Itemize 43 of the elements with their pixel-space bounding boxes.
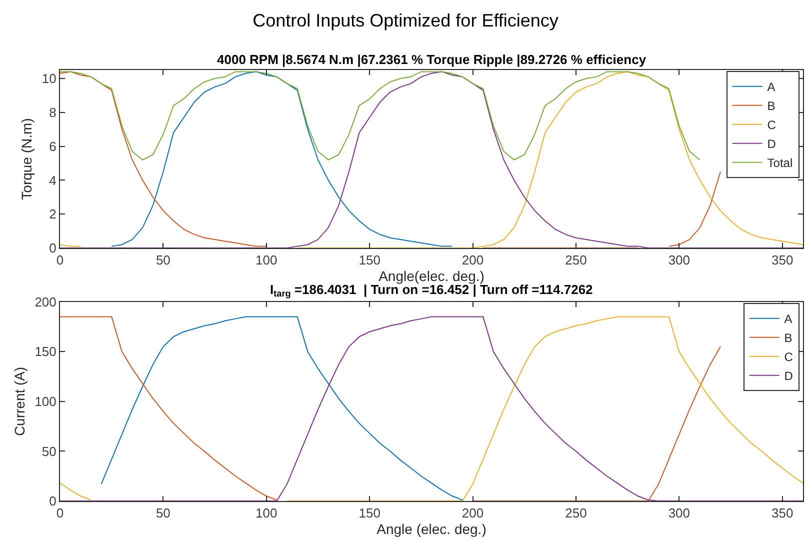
x-tick-label: 350 xyxy=(772,506,794,521)
chart-title: Control Inputs Optimized for Efficiency xyxy=(252,10,558,30)
y-tick-label: 200 xyxy=(34,294,56,310)
x-tick-label: 100 xyxy=(256,252,278,268)
x-tick-label: 250 xyxy=(565,252,587,268)
y-tick-label: 150 xyxy=(34,344,56,360)
legend-label: B xyxy=(767,99,776,114)
legend-label: A xyxy=(784,312,792,326)
legend-label: C xyxy=(784,350,794,364)
y-tick-label: 0 xyxy=(49,494,56,509)
y-tick-label: 2 xyxy=(49,206,56,222)
line-series xyxy=(111,71,453,247)
legend-label: C xyxy=(767,118,776,132)
legend-label: D xyxy=(767,137,776,152)
line-series xyxy=(100,316,463,501)
y-tick-label: 8 xyxy=(49,104,56,120)
x-tick-label: 350 xyxy=(772,252,794,268)
x-tick-label: 300 xyxy=(668,506,690,521)
x-tick-label: 100 xyxy=(256,506,278,521)
y-tick-label: 50 xyxy=(42,444,56,459)
y-tick-label: 4 xyxy=(49,172,56,188)
chart-subtitle: 4000 RPM |8.5674 N.m |67.2361 % Torque Ripple |89.2726 % efficiency xyxy=(217,52,647,67)
y-tick-label: 6 xyxy=(49,138,56,154)
x-tick-label: 300 xyxy=(668,252,690,268)
x-axis-title: Angle (elec. deg.) xyxy=(376,520,486,537)
x-tick-label: 50 xyxy=(156,506,170,521)
legend-label: A xyxy=(767,80,776,94)
legend-label: B xyxy=(784,331,792,346)
x-tick-label: 200 xyxy=(462,506,484,521)
legend-label: D xyxy=(784,369,794,384)
y-tick-label: 0 xyxy=(49,240,56,256)
x-axis-title: Angle(elec. deg.) xyxy=(378,268,484,284)
x-tick-label: 50 xyxy=(156,252,170,268)
y-axis-title: Current (A) xyxy=(11,366,28,436)
y-tick-label: 10 xyxy=(42,71,56,86)
x-tick-label: 150 xyxy=(358,506,380,521)
x-tick-label: 200 xyxy=(462,252,484,268)
x-tick-label: 150 xyxy=(358,252,380,268)
y-axis-title: Torque (N.m) xyxy=(18,118,35,200)
line-series xyxy=(60,71,700,160)
x-tick-label: 250 xyxy=(565,506,587,521)
legend-label: Total xyxy=(767,156,793,170)
y-tick-label: 100 xyxy=(34,394,56,409)
